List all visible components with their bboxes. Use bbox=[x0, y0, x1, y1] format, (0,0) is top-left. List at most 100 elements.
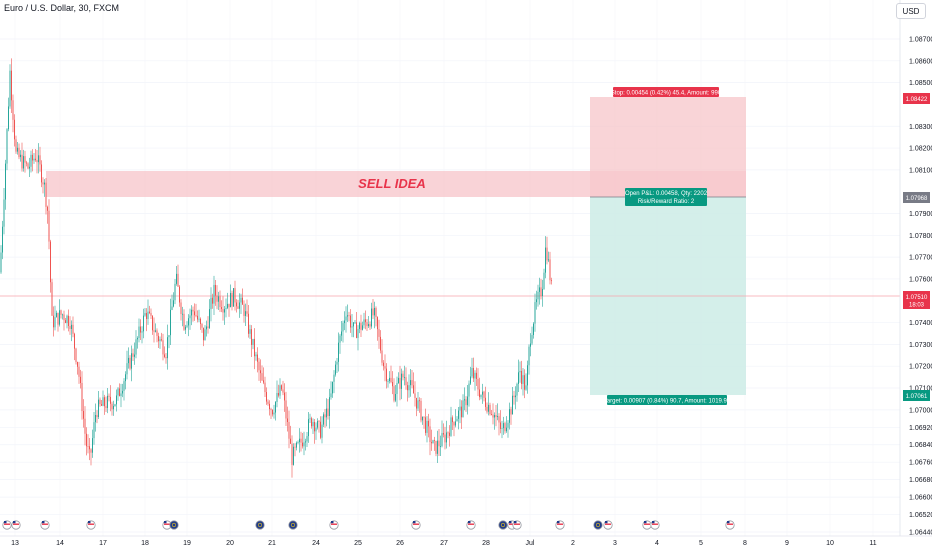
flag-canton bbox=[13, 521, 16, 524]
candle-body bbox=[465, 399, 467, 406]
entry-price-tag: 1.07968 bbox=[903, 192, 930, 203]
candle-body bbox=[333, 374, 335, 382]
candle-body bbox=[548, 259, 549, 261]
candle-body bbox=[426, 420, 428, 433]
candle-body bbox=[60, 310, 62, 315]
candle-body bbox=[123, 381, 125, 391]
candle-body bbox=[254, 338, 255, 357]
candle-body bbox=[432, 440, 434, 444]
flag-eu-icon[interactable] bbox=[498, 520, 508, 530]
currency-button[interactable]: USD bbox=[896, 3, 926, 19]
candle-body bbox=[185, 326, 186, 330]
candle-body bbox=[504, 423, 506, 432]
price-tick-label: 1.07900 bbox=[909, 211, 932, 218]
candle-body bbox=[302, 442, 303, 447]
candle-body bbox=[41, 164, 42, 183]
candle-body bbox=[551, 280, 552, 282]
countdown-text: 18:03 bbox=[909, 303, 925, 309]
candle-body bbox=[455, 421, 456, 426]
candle-body bbox=[261, 373, 263, 381]
flag-stars bbox=[595, 522, 601, 528]
flag-stripe bbox=[509, 523, 515, 525]
candle-body bbox=[494, 415, 495, 418]
candle-body bbox=[360, 322, 362, 330]
candle-body bbox=[521, 370, 522, 384]
candle-body bbox=[29, 166, 30, 169]
candle-body bbox=[113, 406, 114, 410]
candle-body bbox=[230, 293, 231, 308]
time-tick-label: Jul bbox=[526, 540, 535, 547]
price-tick-label: 1.07300 bbox=[909, 342, 932, 349]
candle-body bbox=[417, 400, 419, 409]
candle-body bbox=[492, 414, 494, 418]
candle-body bbox=[272, 410, 273, 415]
candle-body bbox=[26, 162, 27, 164]
candle-body bbox=[467, 396, 468, 406]
candle-body bbox=[263, 380, 264, 383]
candle-body bbox=[110, 396, 111, 404]
candle-body bbox=[222, 309, 224, 313]
candle-body bbox=[290, 438, 291, 444]
candle-body bbox=[339, 335, 341, 343]
candle-body bbox=[35, 158, 36, 161]
candle-body bbox=[273, 412, 275, 415]
candle-body bbox=[44, 182, 45, 185]
flag-eu-icon[interactable] bbox=[169, 520, 179, 530]
price-axis[interactable]: 1.08700 1.08600 1.08500 1.08300 1.08200 1.081… bbox=[909, 37, 932, 537]
candle-body bbox=[276, 392, 278, 403]
candle-body bbox=[486, 406, 488, 412]
flag-eu-icon[interactable] bbox=[255, 520, 265, 530]
candle-body bbox=[101, 404, 102, 406]
candle-body bbox=[225, 307, 227, 310]
candle-body bbox=[387, 381, 389, 382]
candle-body bbox=[245, 311, 246, 316]
candle-body bbox=[524, 375, 525, 390]
candle-body bbox=[399, 377, 401, 389]
candle-body bbox=[383, 362, 384, 367]
candle-body bbox=[95, 414, 96, 423]
candle-body bbox=[231, 293, 233, 307]
economic-events-row[interactable] bbox=[2, 520, 735, 530]
candle-body bbox=[137, 337, 138, 340]
candle-body bbox=[498, 416, 500, 423]
flag-stripe bbox=[727, 523, 733, 525]
candle-body bbox=[6, 129, 8, 164]
candle-body bbox=[365, 319, 366, 323]
candle-body bbox=[341, 331, 342, 336]
candle-body bbox=[65, 320, 66, 324]
price-tick-label: 1.07000 bbox=[909, 407, 932, 414]
candle-body bbox=[125, 374, 126, 382]
price-tick-label: 1.07700 bbox=[909, 255, 932, 262]
price-tick-label: 1.07100 bbox=[909, 386, 932, 393]
time-axis[interactable]: 13 14 17 18 19 20 21 24 25 26 27 28 Jul 2 3 4 5 8 9 10 11 bbox=[11, 540, 877, 547]
candle-body bbox=[314, 421, 315, 432]
candle-body bbox=[144, 313, 146, 316]
flag-stripe bbox=[4, 523, 10, 525]
candle-body bbox=[279, 385, 281, 396]
candle-body bbox=[530, 343, 531, 347]
flag-eu-icon[interactable] bbox=[288, 520, 298, 530]
time-tick-label: 10 bbox=[826, 540, 834, 547]
candle-body bbox=[284, 392, 285, 401]
candle-body bbox=[252, 338, 254, 345]
candle-body bbox=[15, 139, 17, 152]
candle-body bbox=[375, 307, 377, 318]
flag-eu-icon[interactable] bbox=[593, 520, 603, 530]
flag-canton bbox=[605, 521, 608, 524]
candle-body bbox=[77, 362, 78, 367]
time-tick-label: 5 bbox=[699, 540, 703, 547]
candle-body bbox=[362, 325, 363, 330]
candle-body bbox=[452, 417, 453, 423]
flag-stripe bbox=[88, 523, 94, 525]
candle-body bbox=[72, 324, 74, 334]
candle-body bbox=[132, 353, 134, 357]
candle-body bbox=[141, 331, 143, 333]
candle-body bbox=[66, 315, 68, 324]
candle-body bbox=[395, 393, 396, 401]
candle-body bbox=[5, 163, 6, 200]
candle-body bbox=[420, 400, 422, 421]
candle-body bbox=[122, 390, 123, 394]
candle-body bbox=[167, 337, 168, 359]
candle-body bbox=[503, 423, 504, 429]
